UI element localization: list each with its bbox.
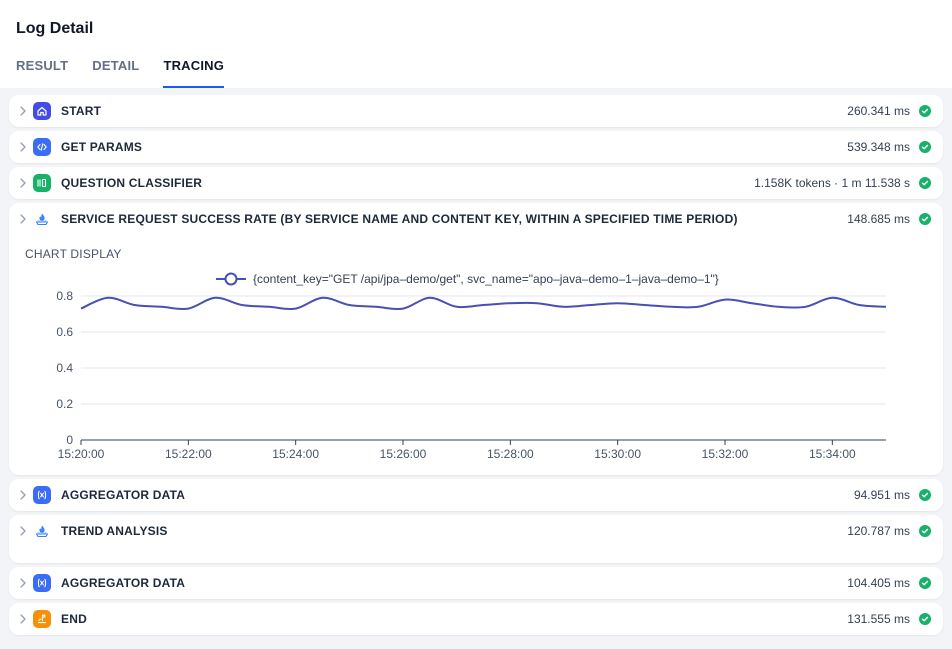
x-tick-label: 15:22:00 (165, 447, 212, 461)
x-tick-label: 15:30:00 (594, 447, 641, 461)
node-label: TREND ANALYSIS (61, 524, 168, 538)
node-duration: 148.685 ms (847, 212, 910, 226)
node-label: SERVICE REQUEST SUCCESS RATE (BY SERVICE… (61, 212, 738, 226)
node-duration: 260.341 ms (847, 104, 910, 118)
trace-node-question-classifier: QUESTION CLASSIFIER 1.158K tokens · 1 m … (9, 167, 943, 199)
x-tick-label: 15:32:00 (702, 447, 749, 461)
node-header[interactable]: AGGREGATOR DATA 104.405 ms (9, 567, 943, 599)
flame-tool-icon (33, 210, 51, 228)
success-rate-line-chart: 0 0.2 0.4 0.6 0.8 15:20:00 15:22:00 15:24:00 15:… (56, 272, 887, 461)
success-check-icon (919, 489, 931, 501)
trace-node-aggregator-data: AGGREGATOR DATA 104.405 ms (9, 567, 943, 599)
node-header[interactable]: GET PARAMS 539.348 ms (9, 131, 943, 163)
success-check-icon (919, 613, 931, 625)
node-tokens-duration: 1.158K tokens · 1 m 11.538 s (754, 176, 910, 190)
trace-node-service-success-rate: SERVICE REQUEST SUCCESS RATE (BY SERVICE… (9, 203, 943, 475)
y-tick-label: 0.4 (56, 361, 73, 375)
chevron-right-icon[interactable] (16, 488, 30, 502)
chevron-right-icon[interactable] (16, 212, 30, 226)
legend-marker (224, 272, 238, 286)
success-check-icon (919, 213, 931, 225)
node-label: END (61, 612, 87, 626)
node-duration: 94.951 ms (853, 488, 910, 502)
x-tick-label: 15:28:00 (487, 447, 534, 461)
node-header[interactable]: START 260.341 ms (9, 95, 943, 127)
node-label: AGGREGATOR DATA (61, 488, 186, 502)
node-label: START (61, 104, 102, 118)
node-label: GET PARAMS (61, 140, 143, 154)
chart-display-heading: CHART DISPLAY (25, 247, 122, 261)
node-header[interactable]: TREND ANALYSIS 120.787 ms (9, 515, 943, 547)
home-icon (33, 102, 51, 120)
trace-node-trend-analysis: TREND ANALYSIS 120.787 ms (9, 515, 943, 563)
chevron-right-icon[interactable] (16, 176, 30, 190)
node-header[interactable]: END 131.555 ms (9, 603, 943, 635)
x-tick-label: 15:24:00 (272, 447, 319, 461)
success-check-icon (919, 105, 931, 117)
success-check-icon (919, 577, 931, 589)
y-tick-label: 0.6 (56, 325, 73, 339)
page-title: Log Detail (16, 20, 94, 37)
x-tick-label: 15:20:00 (58, 447, 105, 461)
success-check-icon (919, 525, 931, 537)
node-header[interactable]: AGGREGATOR DATA 94.951 ms (9, 479, 943, 511)
chevron-right-icon[interactable] (16, 524, 30, 538)
x-tick-label: 15:26:00 (380, 447, 427, 461)
y-tick-label: 0 (66, 433, 73, 447)
node-duration: 104.405 ms (847, 576, 910, 590)
variable-icon (33, 486, 51, 504)
trace-node-end: END 131.555 ms (9, 603, 943, 635)
success-check-icon (919, 177, 931, 189)
node-label: QUESTION CLASSIFIER (61, 176, 203, 190)
chevron-right-icon[interactable] (16, 104, 30, 118)
chevron-right-icon[interactable] (16, 140, 30, 154)
flame-tool-icon (33, 522, 51, 540)
log-detail-header: Log Detail RESULT DETAIL TRACING (0, 0, 952, 88)
node-header[interactable]: SERVICE REQUEST SUCCESS RATE (BY SERVICE… (9, 203, 943, 235)
y-tick-label: 0.8 (56, 289, 73, 303)
y-tick-label: 0.2 (56, 397, 73, 411)
series-line (80, 296, 887, 311)
classifier-icon (33, 174, 51, 192)
node-duration: 120.787 ms (847, 524, 910, 538)
node-label: AGGREGATOR DATA (61, 576, 186, 590)
trace-node-start: START 260.341 ms (9, 95, 943, 127)
tab-result[interactable]: RESULT (16, 58, 69, 73)
node-header[interactable]: QUESTION CLASSIFIER 1.158K tokens · 1 m … (9, 167, 943, 199)
node-duration: 131.555 ms (847, 612, 910, 626)
variable-icon (33, 574, 51, 592)
tab-detail[interactable]: DETAIL (92, 58, 140, 73)
chevron-right-icon[interactable] (16, 576, 30, 590)
end-icon (33, 610, 51, 628)
tab-tracing[interactable]: TRACING (163, 58, 224, 88)
trace-node-get-params: GET PARAMS 539.348 ms (9, 131, 943, 163)
success-check-icon (919, 141, 931, 153)
x-tick-label: 15:34:00 (809, 447, 856, 461)
chevron-right-icon[interactable] (16, 612, 30, 626)
node-duration: 539.348 ms (847, 140, 910, 154)
legend-label: {content_key="GET /api/jpa–demo/get", sv… (253, 272, 719, 286)
code-icon (33, 138, 51, 156)
tab-bar: RESULT DETAIL TRACING (16, 58, 224, 88)
trace-node-aggregator-data: AGGREGATOR DATA 94.951 ms (9, 479, 943, 511)
